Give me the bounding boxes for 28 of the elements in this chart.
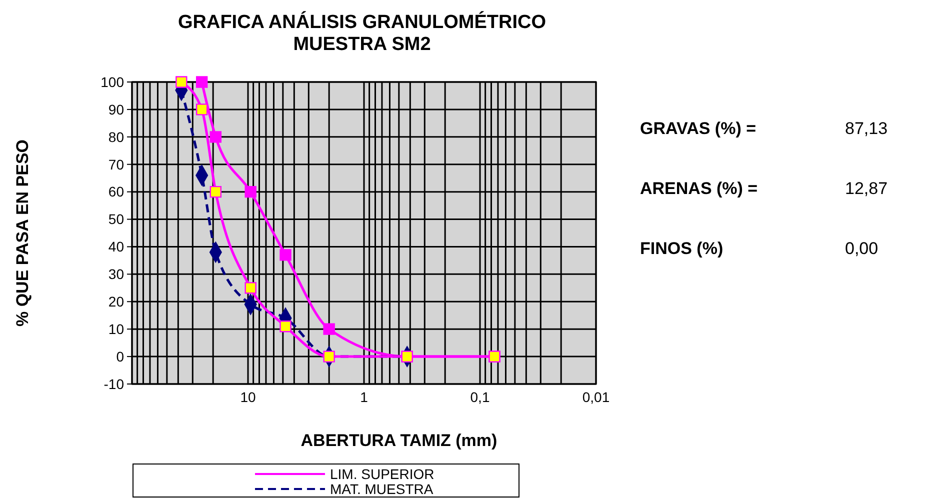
y-axis-title: % QUE PASA EN PESO <box>13 139 32 327</box>
y-tick-label: 70 <box>108 156 124 172</box>
text: 0,00 <box>845 239 878 258</box>
x-tick-label: 0,01 <box>582 389 610 405</box>
y-tick-label: 30 <box>108 266 124 282</box>
text: ARENAS (%) = <box>640 179 758 198</box>
legend-label: MAT. MUESTRA <box>330 480 434 497</box>
x-tick-label: 10 <box>240 389 256 405</box>
y-tick-label: 10 <box>108 320 124 337</box>
text: FINOS (%) <box>640 239 724 258</box>
chart-title: GRAFICA ANÁLISIS GRANULOMÉTRICO <box>178 11 546 33</box>
y-tick-label: 0 <box>116 348 124 364</box>
chart-subtitle: MUESTRA SM2 <box>293 34 431 55</box>
x-tick-label: 1 <box>360 389 368 405</box>
text: 12,87 <box>845 179 888 198</box>
y-tick-label: 90 <box>108 101 124 118</box>
y-tick-label: 100 <box>100 74 124 90</box>
y-tick-label: 20 <box>108 294 124 310</box>
text: 87,13 <box>845 119 888 138</box>
legend-label: LIM. SUPERIOR <box>330 466 434 482</box>
y-tick-label: 50 <box>108 211 124 228</box>
y-tick-label: 80 <box>108 128 124 145</box>
y-tick-label: 60 <box>108 184 124 200</box>
x-tick-label: 0,1 <box>470 389 490 405</box>
text: GRAVAS (%) = <box>640 119 756 138</box>
y-tick-label: 40 <box>108 238 124 255</box>
x-axis-title: ABERTURA TAMIZ (mm) <box>300 431 498 450</box>
y-tick-label: -10 <box>104 376 124 392</box>
